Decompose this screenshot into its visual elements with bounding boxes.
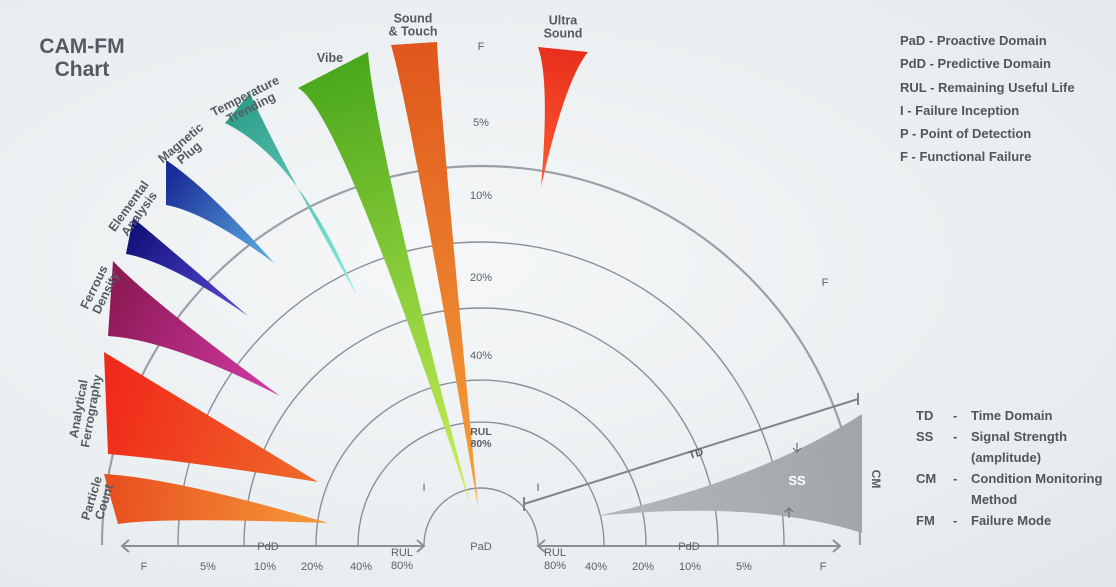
axis-right-tick: 10% [679,561,701,573]
inception-label: I [422,482,425,494]
ss-arrow-down-icon [792,443,802,453]
axis-rul-label: RUL [544,547,566,559]
axis-left-tick: 20% [301,561,323,573]
method-label-7: Sound& Touch [388,12,437,39]
rul-label: 80% [470,438,492,450]
ring-0 [100,164,862,546]
axis-rul-label: RUL [391,547,413,559]
method-label-line: Sound [394,12,433,26]
ring-label: 20% [470,272,492,284]
method-label-line: & Touch [388,25,437,39]
axis-arrow-icon [416,539,426,553]
legend-cm-sub: Method [971,492,1018,507]
axis-left-tick: 5% [200,561,216,573]
ring-3 [315,379,647,546]
chart-title-line-2: Chart [54,58,110,81]
axis-arrow-icon [832,539,842,553]
method-label-line: Ultra [549,14,579,28]
axis-pdd-label: PdD [257,541,278,553]
flame-sound-touch [391,42,478,507]
legend-pdd: PdD - Predictive Domain [900,56,1051,72]
method-label-line: Sound [544,27,583,41]
axis-rul-label: 80% [391,560,413,572]
inception-label: I [536,482,539,494]
axis-left-tick: F [141,561,148,573]
ss-arrow-up-icon [784,507,794,518]
time-domain-line [523,398,859,505]
ring-label: 40% [470,350,492,362]
axis-right-tick: F [820,561,827,573]
axis-left-tick: 40% [350,561,372,573]
cm-label: CM [869,470,883,489]
axis-rul-label: 80% [544,560,566,572]
axis-left-tick: 10% [254,561,276,573]
axis-arrow-icon [536,539,546,553]
axis-pdd-label: PdD [678,541,699,553]
flame-ferrous-density [108,261,280,396]
method-label-6: Vibe [317,51,343,65]
axis-right-tick: 40% [585,561,607,573]
ring-label: 10% [470,190,492,202]
ring-4 [357,421,605,546]
legend-ss: SS - Signal Strength [916,429,1068,444]
flame-vibe [298,52,471,507]
legend-cm: CM - Condition Monitoring [916,471,1103,486]
flame-elemental-analysis [126,218,248,316]
axis-arrow-icon [120,539,130,553]
axis-right-tick: 5% [736,561,752,573]
td-label: TD [687,446,705,462]
ring-5 [423,487,539,546]
ring-1 [177,241,785,546]
signal-strength-wedge [597,414,862,533]
ring-label: 5% [473,117,489,129]
method-label-line: Vibe [317,51,343,65]
legend-f: F - Functional Failure [900,149,1032,165]
legend-fm: FM - Failure Mode [916,513,1052,528]
legend-pad: PaD - Proactive Domain [900,33,1047,48]
ring-2 [243,307,719,546]
flame-particle-count [104,474,328,524]
ring-label: F [478,41,485,53]
chart-title-line-1: CAM-FM [39,35,125,58]
flame-magnetic-plug [166,160,274,263]
flame-ultra-sound [538,47,588,187]
legend-ss-sub: (amplitude) [971,450,1042,465]
axis-right-tick: 20% [632,561,654,573]
diagram-legend: TD - Time Domain SS - Signal Strength (ampli… [916,408,1102,534]
ss-label: SS [788,473,806,488]
legend-td: TD - Time Domain [916,408,1053,423]
flame-temperature-trending [225,93,357,296]
pad-label: PaD [470,541,491,553]
rul-label: RUL [470,426,492,438]
legend-i: I - Failure Inception [900,102,1020,118]
f-side-label: F [822,277,829,289]
abbreviation-legend: PaD - Proactive Domain PdD - Predictive … [900,33,1075,173]
legend-p: P - Point of Detection [900,126,1032,142]
legend-rul: RUL - Remaining Useful Life [900,79,1075,95]
flame-analytical-ferrography [104,352,318,482]
